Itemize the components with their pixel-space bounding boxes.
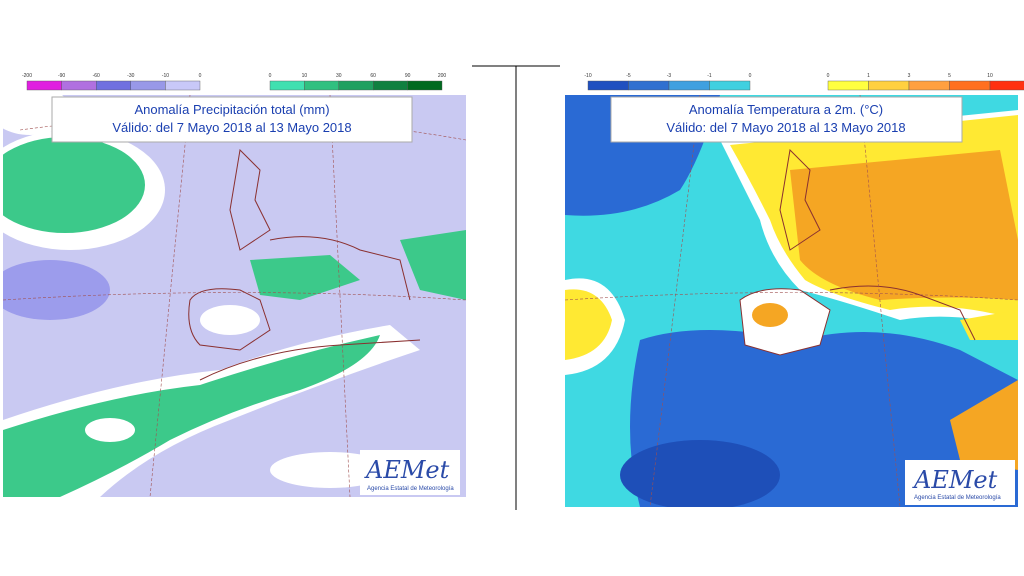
legend-label: 3 xyxy=(908,73,911,79)
logo-subtitle: Agencia Estatal de Meteorología xyxy=(914,495,1001,501)
legend-label: -90 xyxy=(58,73,65,79)
logo: AEMet xyxy=(912,466,998,494)
legend-label: 0 xyxy=(827,73,830,79)
legend-swatch xyxy=(908,80,950,91)
legend-swatch xyxy=(373,80,408,91)
legend-swatch xyxy=(165,80,201,91)
precipitation-map xyxy=(3,95,466,497)
legend-label: -3 xyxy=(667,73,672,79)
title-box xyxy=(610,96,963,143)
legend-label: 90 xyxy=(405,73,411,79)
legend-swatch xyxy=(269,80,305,91)
legend-label: -60 xyxy=(93,73,100,79)
legend-label: -10 xyxy=(162,73,169,79)
legend-swatch xyxy=(868,80,910,91)
legend-swatch xyxy=(709,80,751,91)
legend-swatch xyxy=(628,80,670,91)
legend-swatch xyxy=(827,80,869,91)
legend-label: -30 xyxy=(127,73,134,79)
legend-label: -200 xyxy=(22,73,32,79)
legend-label: -1 xyxy=(707,73,712,79)
legend-swatch xyxy=(989,80,1024,91)
map-title: Anomalía Precipitación total (mm) xyxy=(134,102,329,117)
title-box xyxy=(51,96,413,143)
map-subtitle: Válido: del 7 Mayo 2018 al 13 Mayo 2018 xyxy=(112,120,351,135)
legend-label: 0 xyxy=(269,73,272,79)
legend-swatch xyxy=(407,80,443,91)
legend-swatch xyxy=(338,80,374,91)
legend-swatch xyxy=(949,80,991,91)
map-title: Anomalía Temperatura a 2m. (°C) xyxy=(689,102,883,117)
legend-label: 0 xyxy=(199,73,202,79)
temperature-map xyxy=(565,95,1018,507)
legend-label: 1 xyxy=(867,73,870,79)
legend-label: -5 xyxy=(626,73,631,79)
legend-swatch xyxy=(668,80,710,91)
legend-label: -10 xyxy=(584,73,591,79)
logo-subtitle: Agencia Estatal de Meteorología xyxy=(367,486,454,492)
map-subtitle: Válido: del 7 Mayo 2018 al 13 Mayo 2018 xyxy=(666,120,905,135)
legend-label: 60 xyxy=(370,73,376,79)
legend-label: 10 xyxy=(987,73,993,79)
legend-swatch xyxy=(61,80,97,91)
logo-box xyxy=(905,460,1015,505)
legend-label: 10 xyxy=(302,73,308,79)
legend-swatch xyxy=(304,80,339,91)
logo-box xyxy=(360,450,460,495)
logo: AEMet xyxy=(364,456,450,484)
legend-label: 30 xyxy=(336,73,342,79)
legend-swatch xyxy=(130,80,166,91)
legend-swatch xyxy=(95,80,131,91)
legend-label: 0 xyxy=(749,73,752,79)
legend-swatch xyxy=(26,80,62,91)
legend-label: 5 xyxy=(948,73,951,79)
legend-swatch xyxy=(587,80,629,91)
legend-label: 200 xyxy=(438,73,447,79)
